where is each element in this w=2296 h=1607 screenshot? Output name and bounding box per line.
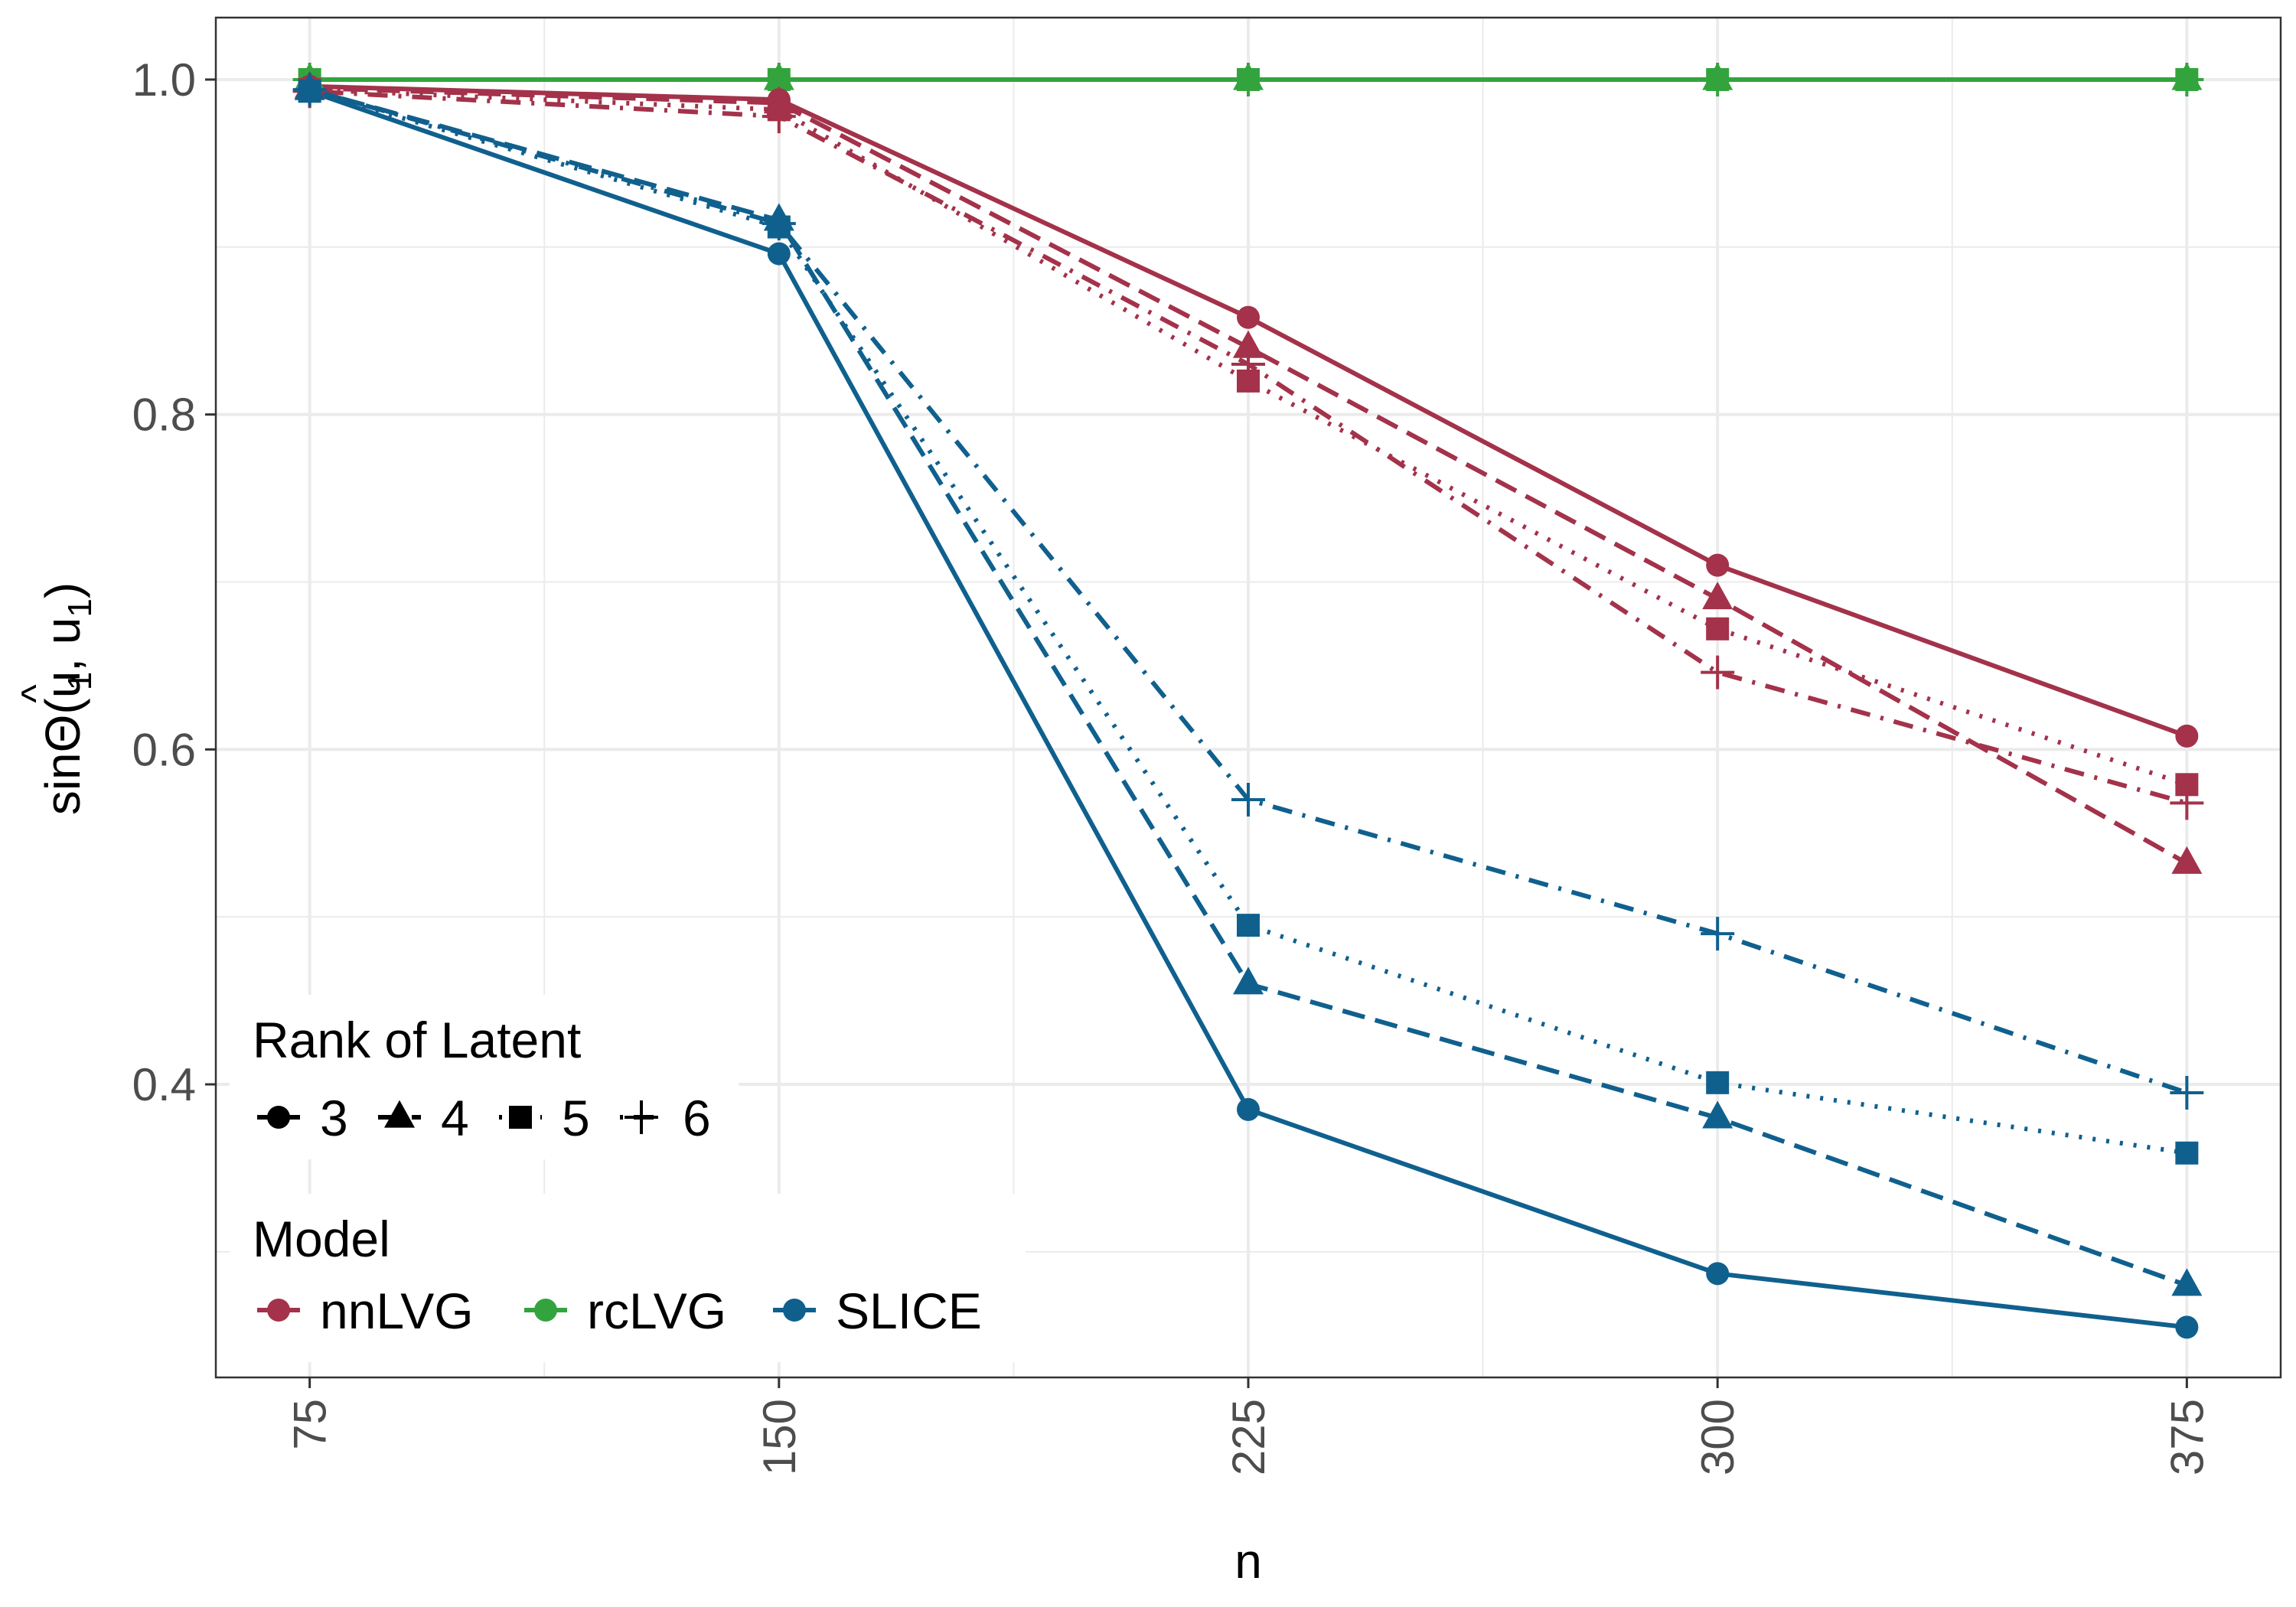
legend-rank-key-square-5 [509,1106,532,1129]
y-tick-label-0: 0.4 [132,1059,196,1110]
x-tick-label-1: 150 [754,1399,805,1475]
point-nnLVG-rank-4-n375 [2171,846,2203,874]
point-nnLVG-rank-6-n225 [1231,347,1265,382]
x-tick-label-4: 375 [2161,1399,2213,1475]
legend-rank-key-circle-3 [267,1106,290,1129]
point-nnLVG-rank-6-n375 [2170,786,2204,820]
y-tick-label-3: 1.0 [132,54,196,106]
point-nnLVG-rank-6-n150 [762,99,796,134]
point-nnLVG-rank-5-n300 [1706,617,1730,641]
point-SLICE-rank-3-n300 [1706,1262,1730,1286]
legend-model-items: nnLVG rcLVG SLICE [257,1283,982,1339]
legend-rank-title: Rank of Latent [253,1012,581,1068]
legend-model-label-SLICE: SLICE [836,1283,982,1339]
legend-model-key-dot-rcLVG [534,1299,557,1322]
legend-model-key-dot-nnLVG [267,1299,290,1322]
legend-rank-key-plus-6 [625,1100,658,1134]
point-SLICE-rank-6-n300 [1701,917,1735,951]
legend-rank-label-3: 3 [320,1090,348,1146]
x-axis: 75 150 225 300 375 [285,1377,2213,1475]
legend-model-box [230,1194,1026,1362]
point-SLICE-rank-3-n150 [767,242,791,266]
point-rcLVG-rank-6-n300 [1701,62,1735,96]
x-axis-title: n [1234,1534,1262,1589]
legend-model-title: Model [253,1211,390,1267]
point-nnLVG-rank-4-n225 [1233,330,1264,358]
legend-rank-label-5: 5 [562,1090,590,1146]
point-SLICE-rank-5-n300 [1706,1071,1730,1094]
legend-model-key-dot-SLICE [783,1299,806,1322]
y-axis-title-hat: ^ [14,684,58,703]
x-tick-label-2: 225 [1223,1399,1274,1475]
point-SLICE-rank-6-n225 [1231,782,1265,817]
point-SLICE-rank-5-n375 [2175,1141,2199,1165]
y-tick-label-2: 0.8 [132,390,196,441]
point-SLICE-rank-3-n375 [2175,1315,2199,1339]
point-SLICE-rank-3-n225 [1237,1097,1260,1121]
legend-rank-items: 3 4 5 6 [257,1090,711,1146]
x-tick-label-0: 75 [285,1399,336,1450]
point-SLICE-rank-6-n150 [762,207,796,241]
y-axis-title-sub-2: 1 [61,598,99,617]
y-axis-title: sinΘ(u^1, u1) [14,582,99,815]
point-SLICE-rank-4-n300 [1702,1100,1733,1129]
point-nnLVG-rank-3-n300 [1706,553,1730,577]
point-rcLVG-rank-6-n225 [1231,62,1265,96]
point-SLICE-rank-4-n225 [1233,966,1264,995]
series-markers [292,62,2204,1339]
point-SLICE-rank-5-n225 [1237,914,1260,937]
point-SLICE-rank-6-n375 [2170,1075,2204,1110]
legend-model-label-rcLVG: rcLVG [587,1283,726,1339]
legend-model-label-nnLVG: nnLVG [320,1283,474,1339]
point-nnLVG-rank-4-n300 [1702,582,1733,610]
legend: Rank of Latent 3 4 5 6 Model nnLVG rcLVG SLIC… [230,995,1026,1362]
y-axis-title-sub: 1 [61,672,99,690]
point-SLICE-rank-6-n75 [292,73,327,107]
legend-rank-box [230,995,739,1159]
legend-rank-key-triangle-4 [384,1100,415,1128]
x-tick-label-3: 300 [1692,1399,1743,1475]
legend-rank-label-4: 4 [441,1090,469,1146]
point-nnLVG-rank-3-n225 [1237,305,1260,329]
point-SLICE-rank-4-n375 [2171,1268,2203,1296]
point-nnLVG-rank-3-n375 [2175,724,2199,748]
point-nnLVG-rank-6-n300 [1701,655,1735,689]
y-axis: 0.4 0.6 0.8 1.0 [132,54,216,1110]
point-rcLVG-rank-6-n375 [2170,62,2204,96]
y-tick-label-1: 0.6 [132,724,196,775]
legend-rank-label-6: 6 [683,1090,711,1146]
